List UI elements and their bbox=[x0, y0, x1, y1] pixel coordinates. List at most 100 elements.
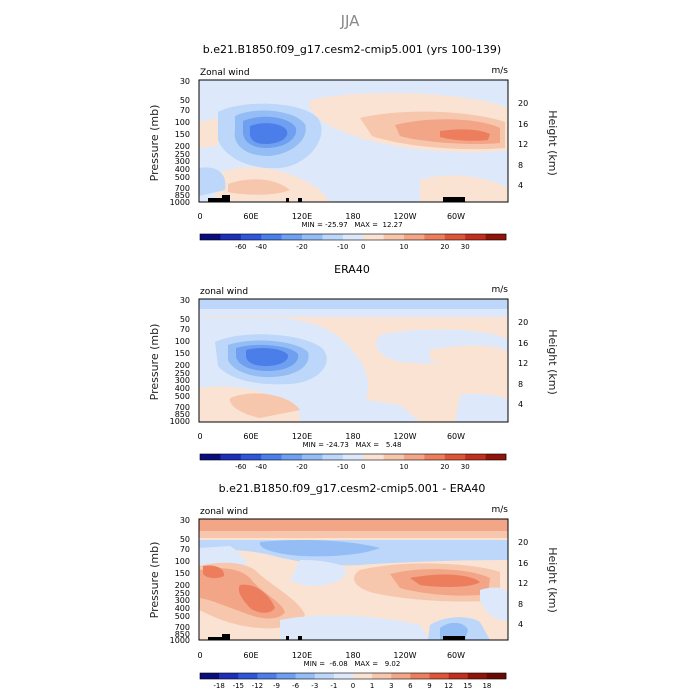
pressure-tick: 200 bbox=[175, 581, 190, 590]
colorbar-label: 10 bbox=[400, 243, 409, 251]
panel-1-title: b.e21.B1850.f09_g17.cesm2-cmip5.001 (yrs… bbox=[203, 43, 501, 56]
colorbar-box bbox=[424, 234, 446, 240]
pressure-tick: 500 bbox=[175, 173, 190, 182]
height-tick: 20 bbox=[518, 538, 528, 547]
pressure-tick: 100 bbox=[175, 118, 190, 127]
panel-3-yaxis-left: 30 50 70 100 150 200 250 300 400 500 700… bbox=[170, 516, 190, 645]
colorbar-box bbox=[281, 454, 303, 460]
height-tick: 16 bbox=[518, 120, 528, 129]
x-tick: 60W bbox=[447, 212, 465, 221]
colorbar-box bbox=[404, 454, 425, 460]
colorbar-label: 3 bbox=[389, 682, 393, 690]
pressure-tick: 70 bbox=[180, 325, 190, 334]
panel-1-colorbar: -60 -40 -20 -10 0 10 20 30 bbox=[199, 233, 507, 251]
colorbar-box bbox=[444, 234, 466, 240]
panel-2-corner-right: m/s bbox=[492, 285, 509, 295]
colorbar-box bbox=[444, 454, 466, 460]
height-tick: 4 bbox=[518, 400, 523, 409]
panel-3: b.e21.B1850.f09_g17.cesm2-cmip5.001 - ER… bbox=[148, 482, 559, 690]
panel-1-ylabel-right: Height (km) bbox=[546, 110, 559, 176]
pressure-tick: 300 bbox=[175, 157, 190, 166]
panel-3-ylabel: Pressure (mb) bbox=[148, 542, 161, 619]
height-tick: 8 bbox=[518, 161, 523, 170]
pressure-tick: 250 bbox=[175, 369, 190, 378]
height-tick: 20 bbox=[518, 318, 528, 327]
x-tick: 180 bbox=[345, 212, 360, 221]
panel-3-field bbox=[199, 519, 508, 640]
colorbar-label: 20 bbox=[440, 463, 449, 471]
panel-2-corner-left: zonal wind bbox=[200, 287, 248, 297]
pressure-tick: 50 bbox=[180, 535, 190, 544]
panel-1-land bbox=[208, 195, 465, 202]
x-tick: 120E bbox=[292, 651, 312, 660]
pressure-tick: 150 bbox=[175, 349, 190, 358]
colorbar-box bbox=[383, 454, 405, 460]
colorbar-label: 0 bbox=[361, 243, 365, 251]
colorbar-label: 30 bbox=[461, 463, 470, 471]
panel-2-ylabel-right: Height (km) bbox=[546, 329, 559, 395]
panel-2-yaxis-right: 20 16 12 8 4 bbox=[518, 318, 528, 409]
pressure-tick: 200 bbox=[175, 142, 190, 151]
colorbar-box bbox=[467, 673, 488, 679]
panel-3-stats: MIN = -6.08 MAX = 9.02 bbox=[304, 660, 401, 668]
height-tick: 12 bbox=[518, 579, 528, 588]
height-tick: 12 bbox=[518, 359, 528, 368]
pressure-tick: 1000 bbox=[170, 198, 190, 207]
colorbar-box bbox=[342, 454, 364, 460]
colorbar-label: -10 bbox=[337, 243, 348, 251]
panel-3-colorbar: -18 -15 -12 -9 -6 -3 -1 0 1 3 6 9 12 15 18 bbox=[199, 672, 507, 690]
panel-2: ERA40 zonal wind m/s 30 50 70 bbox=[148, 263, 559, 471]
colorbar-box bbox=[429, 673, 449, 679]
panel-1-stats: MIN = -25.97 MAX = 12.27 bbox=[301, 221, 402, 229]
height-tick: 4 bbox=[518, 181, 523, 190]
x-tick: 60W bbox=[447, 651, 465, 660]
colorbar-box bbox=[261, 234, 282, 240]
pressure-tick: 400 bbox=[175, 165, 190, 174]
colorbar-frame bbox=[199, 672, 507, 680]
colorbar-label: -9 bbox=[273, 682, 280, 690]
pressure-tick: 700 bbox=[175, 403, 190, 412]
colorbar-box bbox=[383, 234, 405, 240]
height-tick: 12 bbox=[518, 140, 528, 149]
panel-1-field bbox=[199, 80, 508, 202]
panel-3-xaxis: 0 60E 120E 180 120W 60W bbox=[197, 651, 465, 660]
pressure-tick: 500 bbox=[175, 612, 190, 621]
panel-1-corner-left: Zonal wind bbox=[200, 68, 250, 78]
colorbar-box bbox=[465, 454, 486, 460]
colorbar-label: -12 bbox=[252, 682, 263, 690]
x-tick: 180 bbox=[345, 432, 360, 441]
colorbar-label: -40 bbox=[255, 243, 266, 251]
colorbar-box bbox=[404, 234, 425, 240]
pressure-tick: 250 bbox=[175, 589, 190, 598]
colorbar-label: 9 bbox=[427, 682, 431, 690]
x-tick: 120W bbox=[393, 432, 416, 441]
panel-1-ylabel: Pressure (mb) bbox=[148, 105, 161, 182]
x-tick: 120W bbox=[393, 651, 416, 660]
colorbar-box bbox=[257, 673, 277, 679]
colorbar-box bbox=[261, 454, 282, 460]
colorbar-box bbox=[333, 673, 354, 679]
x-tick: 60W bbox=[447, 432, 465, 441]
panel-2-xaxis: 0 60E 120E 180 120W 60W bbox=[197, 432, 465, 441]
x-tick: 180 bbox=[345, 651, 360, 660]
colorbar-label: -40 bbox=[255, 463, 266, 471]
colorbar-box bbox=[200, 673, 220, 679]
x-tick: 0 bbox=[197, 432, 202, 441]
panel-3-yaxis-right: 20 16 12 8 4 bbox=[518, 538, 528, 629]
colorbar-box bbox=[342, 234, 364, 240]
pressure-tick: 300 bbox=[175, 376, 190, 385]
panel-1: b.e21.B1850.f09_g17.cesm2-cmip5.001 (yrs… bbox=[148, 43, 559, 251]
panel-2-ylabel: Pressure (mb) bbox=[148, 324, 161, 401]
page-title: JJA bbox=[340, 12, 361, 30]
colorbar-box bbox=[240, 454, 262, 460]
colorbar-box bbox=[295, 673, 316, 679]
colorbar-label: 12 bbox=[444, 682, 453, 690]
colorbar-box bbox=[486, 673, 507, 679]
colorbar-box bbox=[391, 673, 411, 679]
pressure-tick: 50 bbox=[180, 315, 190, 324]
colorbar-box bbox=[322, 454, 344, 460]
colorbar-box bbox=[448, 673, 469, 679]
colorbar-label: -20 bbox=[296, 243, 307, 251]
colorbar-box bbox=[465, 234, 486, 240]
